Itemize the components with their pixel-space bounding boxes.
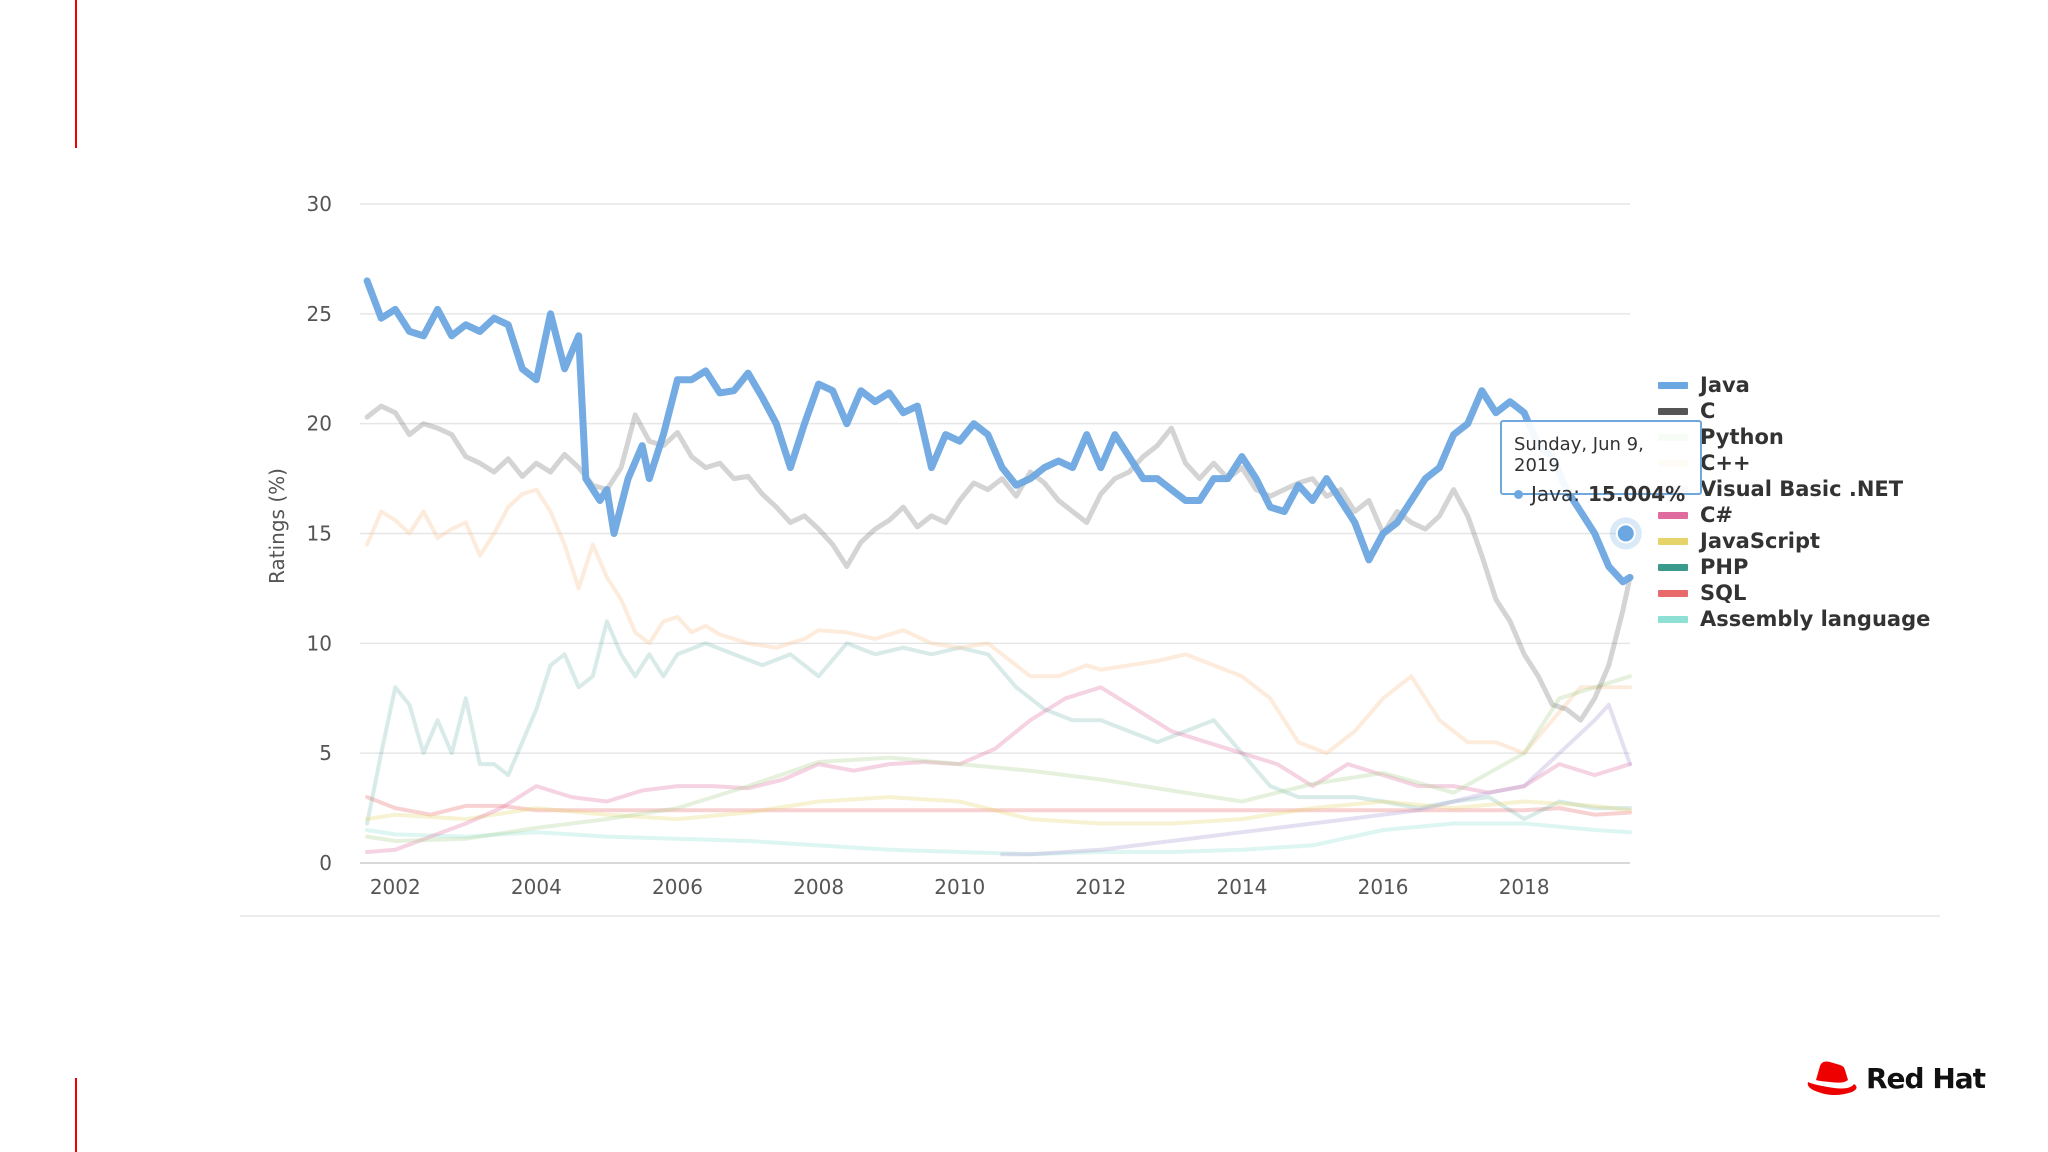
series-line-c- xyxy=(365,685,1632,854)
legend-item[interactable]: Java xyxy=(1658,372,1930,398)
series-line-assembly-language xyxy=(365,821,1632,857)
legend-label: Python xyxy=(1700,425,1784,449)
series-line-visual-basic-net xyxy=(1000,702,1632,857)
legend-swatch xyxy=(1658,537,1688,545)
legend-item[interactable]: JavaScript xyxy=(1658,528,1930,554)
y-tick-label: 5 xyxy=(319,741,332,765)
legend-item[interactable]: Assembly language xyxy=(1658,606,1930,632)
tooltip-series-dot xyxy=(1514,489,1523,499)
tooltip-row: Java: 15.004% xyxy=(1514,482,1688,506)
legend-item[interactable]: SQL xyxy=(1658,580,1930,606)
series-line-c- xyxy=(365,487,1632,756)
series-lines xyxy=(363,277,1634,857)
hover-point xyxy=(1615,523,1636,544)
chart-tooltip: Sunday, Jun 9, 2019 Java: 15.004% xyxy=(1500,420,1702,506)
legend-item[interactable]: Visual Basic .NET xyxy=(1658,476,1930,502)
red-hat-logo: Red Hat xyxy=(1804,1058,1986,1098)
hover-marker xyxy=(1609,517,1642,550)
y-tick-label: 25 xyxy=(307,302,332,326)
series-line-sql xyxy=(365,795,1632,817)
series-line-javascript xyxy=(365,795,1632,826)
series-line-c xyxy=(364,403,1633,723)
y-tick-label: 0 xyxy=(319,851,332,875)
series-line-php xyxy=(365,619,1632,826)
legend-swatch xyxy=(1658,407,1688,415)
x-tick-label: 2018 xyxy=(1499,875,1550,899)
y-axis-ticks: 0 5 10 15 20 25 30 xyxy=(307,192,332,875)
legend-swatch xyxy=(1658,511,1688,519)
x-tick-label: 2002 xyxy=(370,875,421,899)
x-tick-label: 2012 xyxy=(1075,875,1126,899)
tooltip-series-name: Java: xyxy=(1531,482,1580,506)
series-line-java xyxy=(363,277,1634,586)
legend-label: C xyxy=(1700,399,1716,423)
series-line-python xyxy=(365,674,1632,843)
x-tick-label: 2014 xyxy=(1216,875,1267,899)
x-tick-label: 2006 xyxy=(652,875,703,899)
legend-label: JavaScript xyxy=(1700,529,1821,553)
legend-swatch xyxy=(1658,563,1688,571)
legend-label: SQL xyxy=(1700,581,1747,605)
x-axis-ticks: 2002 2004 2006 2008 2010 2012 2014 2016 2018 xyxy=(370,875,1550,899)
tooltip-date: Sunday, Jun 9, 2019 xyxy=(1514,434,1644,476)
legend-item[interactable]: C xyxy=(1658,398,1930,424)
y-tick-label: 10 xyxy=(307,631,332,655)
legend-swatch xyxy=(1658,615,1688,623)
y-tick-label: 15 xyxy=(307,522,332,546)
tooltip-value: 15.004% xyxy=(1587,482,1686,506)
x-tick-label: 2004 xyxy=(511,875,562,899)
x-tick-label: 2016 xyxy=(1358,875,1409,899)
brand-name: Red Hat xyxy=(1866,1061,1986,1095)
legend-swatch xyxy=(1658,381,1688,389)
slide-accent-top xyxy=(75,0,77,148)
slide-accent-bottom xyxy=(75,1078,77,1152)
legend-label: Assembly language xyxy=(1700,607,1931,631)
chart-legend: Java C Python C++ Visual Basic .NET C# JavaScr… xyxy=(1658,372,1930,632)
legend-label: C++ xyxy=(1700,451,1751,475)
y-tick-label: 20 xyxy=(307,412,332,436)
legend-swatch xyxy=(1658,589,1688,597)
x-tick-label: 2010 xyxy=(934,875,985,899)
legend-label: Java xyxy=(1700,373,1750,397)
legend-label: Visual Basic .NET xyxy=(1700,477,1904,501)
legend-item[interactable]: PHP xyxy=(1658,554,1930,580)
legend-item[interactable]: C# xyxy=(1658,502,1930,528)
legend-label: PHP xyxy=(1700,555,1749,579)
y-axis-label: Ratings (%) xyxy=(265,468,289,584)
y-tick-label: 30 xyxy=(307,192,332,216)
red-hat-icon xyxy=(1807,1061,1857,1095)
legend-label: C# xyxy=(1700,503,1734,527)
grid-lines xyxy=(360,203,1630,864)
x-tick-label: 2008 xyxy=(793,875,844,899)
